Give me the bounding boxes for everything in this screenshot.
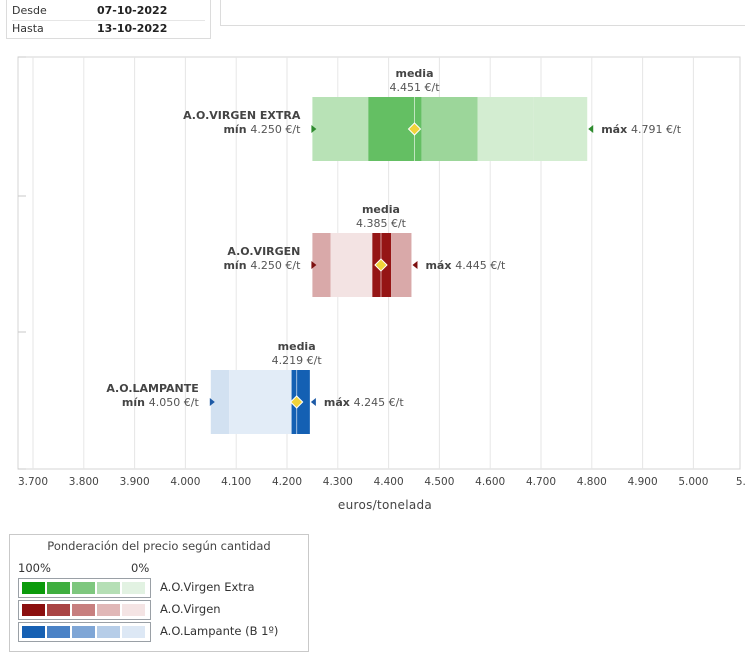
legend-name: A.O.Lampante (B 1º) (160, 624, 279, 638)
x-tick-label: 4.700 (526, 476, 556, 488)
legend-panel: Ponderación del precio según cantidad 10… (9, 534, 309, 652)
max-label: máx 4.791 €/t (601, 123, 682, 136)
top-panel (220, 0, 745, 26)
max-marker (588, 125, 594, 133)
mean-marker (289, 395, 304, 409)
legend-swatch (122, 604, 145, 616)
mean-value: 4.219 €/t (272, 354, 323, 367)
legend-zero-label: 0% (131, 561, 150, 575)
max-marker (412, 261, 418, 269)
bar-segment (312, 97, 369, 161)
legend-hundred-label: 100% (18, 561, 51, 575)
x-tick-label: 4.400 (374, 476, 404, 488)
x-tick-label: 4.200 (272, 476, 302, 488)
bar-segment (210, 370, 230, 434)
bar-segment (330, 233, 373, 297)
x-tick-label: 3.900 (120, 476, 150, 488)
legend-swatch (122, 582, 145, 594)
legend-swatch (122, 626, 145, 638)
bar-segment (421, 97, 478, 161)
mean-marker (374, 258, 388, 272)
x-axis-label: euros/tonelada (338, 498, 432, 512)
desde-value: 07-10-2022 (97, 4, 168, 17)
x-tick-label: 5.000 (678, 476, 708, 488)
legend-swatch (47, 604, 70, 616)
legend-swatch (97, 582, 120, 594)
x-tick-label: 3.800 (69, 476, 99, 488)
mean-marker (407, 122, 422, 136)
legend-swatch (72, 582, 95, 594)
x-tick-labels: 3.700 3.800 3.900 4.000 4.100 4.200 4.300 4.400… (18, 476, 745, 488)
x-tick-label: 4.900 (628, 476, 658, 488)
bar-segment (533, 97, 588, 161)
desde-row: Desde 07-10-2022 (12, 2, 205, 21)
bar-segment (391, 233, 412, 297)
x-tick-label: 4.500 (424, 476, 454, 488)
legend-swatch (97, 626, 120, 638)
min-marker (209, 398, 215, 406)
mean-label: media (396, 67, 434, 80)
legend-swatch (72, 604, 95, 616)
mean-value: 4.451 €/t (390, 81, 441, 94)
legend-name: A.O.Virgen Extra (160, 580, 255, 594)
x-tick-label: 4.100 (221, 476, 251, 488)
min-label: mín 4.250 €/t (223, 259, 301, 272)
legend-swatch (22, 626, 45, 638)
x-tick-label: 4.300 (323, 476, 353, 488)
min-label: mín 4.250 €/t (223, 123, 301, 136)
legend-swatch-strip (18, 600, 151, 620)
mean-value: 4.385 €/t (356, 217, 407, 230)
series-name: A.O.VIRGEN (227, 245, 300, 258)
series-name: A.O.LAMPANTE (106, 382, 198, 395)
series-name: A.O.VIRGEN EXTRA (183, 109, 301, 122)
mean-label: media (278, 340, 316, 353)
legend-swatch (47, 626, 70, 638)
max-label: máx 4.445 €/t (425, 259, 506, 272)
legend-swatch (72, 626, 95, 638)
legend-name: A.O.Virgen (160, 602, 221, 616)
legend-swatch (22, 604, 45, 616)
hasta-row: Hasta 13-10-2022 (12, 20, 205, 38)
legend-swatch (97, 604, 120, 616)
category-ticks (18, 56, 26, 470)
max-marker (310, 398, 316, 406)
x-tick-label: 3.700 (18, 476, 48, 488)
bar-segment (229, 370, 292, 434)
x-tick-label: 4.600 (475, 476, 505, 488)
x-tick-label: 4.800 (577, 476, 607, 488)
hasta-label: Hasta (12, 22, 44, 35)
date-filter-panel: Desde 07-10-2022 Hasta 13-10-2022 (6, 0, 211, 39)
desde-label: Desde (12, 4, 47, 17)
legend-swatch (22, 582, 45, 594)
mean-label: media (362, 203, 400, 216)
min-marker (311, 261, 317, 269)
hasta-value: 13-10-2022 (97, 22, 168, 35)
legend-swatch-strip (18, 622, 151, 642)
bar-segment (312, 233, 331, 297)
legend-swatch (47, 582, 70, 594)
legend-swatch-strip (18, 578, 151, 598)
x-tick-label: 4.000 (170, 476, 200, 488)
bar-segment (477, 97, 534, 161)
legend-title: Ponderación del precio según cantidad (47, 539, 271, 553)
min-marker (311, 125, 317, 133)
max-label: máx 4.245 €/t (324, 396, 405, 409)
x-tick-label: 5... (736, 476, 745, 488)
min-label: mín 4.050 €/t (122, 396, 200, 409)
